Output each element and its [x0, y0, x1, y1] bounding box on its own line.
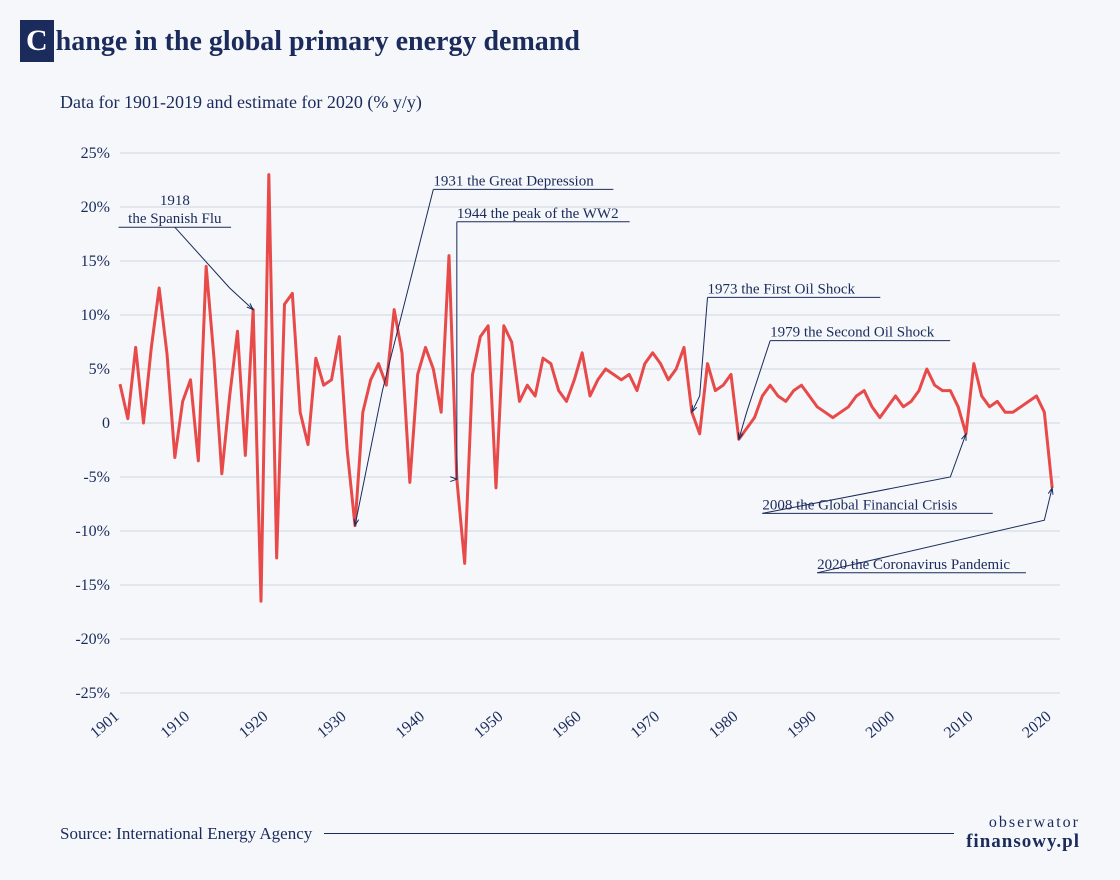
svg-text:-15%: -15% — [75, 577, 110, 594]
svg-text:1973 the First Oil Shock: 1973 the First Oil Shock — [708, 281, 856, 297]
svg-text:1944 the peak of the WW2: 1944 the peak of the WW2 — [457, 206, 619, 222]
title-section: Change in the global primary energy dema… — [20, 20, 1080, 62]
svg-text:the Spanish Flu: the Spanish Flu — [128, 211, 222, 227]
publisher-logo: obserwator finansowy.pl — [966, 815, 1080, 852]
svg-text:2000: 2000 — [863, 708, 898, 742]
svg-text:-5%: -5% — [83, 469, 110, 486]
svg-text:1940: 1940 — [393, 708, 428, 742]
logo-line1: obserwator — [966, 815, 1080, 832]
footer: Source: International Energy Agency obse… — [60, 815, 1080, 852]
svg-text:1920: 1920 — [236, 708, 271, 742]
svg-text:15%: 15% — [81, 253, 110, 270]
svg-text:1918: 1918 — [160, 193, 190, 209]
line-chart: -25% -20% -15% -10% -5% 0 5% 10% 15% 20% 25% 1901 19… — [60, 143, 1080, 763]
subtitle: Data for 1901-2019 and estimate for 2020… — [60, 92, 1080, 113]
svg-text:25%: 25% — [81, 145, 110, 162]
logo-line2: finansowy.pl — [966, 832, 1080, 852]
svg-text:2020: 2020 — [1019, 708, 1054, 742]
svg-text:1930: 1930 — [314, 708, 349, 742]
svg-text:1970: 1970 — [628, 708, 663, 742]
svg-text:-10%: -10% — [75, 523, 110, 540]
svg-text:-20%: -20% — [75, 631, 110, 648]
page-container: Change in the global primary energy dema… — [0, 0, 1120, 880]
svg-text:1990: 1990 — [784, 708, 819, 742]
svg-text:2008 the Global Financial Cris: 2008 the Global Financial Crisis — [762, 497, 957, 513]
svg-text:5%: 5% — [89, 361, 110, 378]
svg-text:1910: 1910 — [158, 708, 193, 742]
chart-area: -25% -20% -15% -10% -5% 0 5% 10% 15% 20% 25% 1901 19… — [60, 143, 1080, 763]
svg-text:10%: 10% — [81, 307, 110, 324]
svg-text:-25%: -25% — [75, 685, 110, 702]
svg-text:1979 the Second Oil Shock: 1979 the Second Oil Shock — [770, 325, 935, 341]
svg-text:1980: 1980 — [706, 708, 741, 742]
source-text: Source: International Energy Agency — [60, 824, 312, 844]
svg-text:1901: 1901 — [87, 708, 122, 742]
footer-divider — [324, 833, 954, 834]
svg-text:1931 the Great Depression: 1931 the Great Depression — [433, 173, 594, 189]
page-title: Change in the global primary energy dema… — [20, 20, 580, 62]
svg-text:1950: 1950 — [471, 708, 506, 742]
svg-text:2020 the Coronavirus Pandemic: 2020 the Coronavirus Pandemic — [817, 557, 1010, 573]
svg-text:20%: 20% — [81, 199, 110, 216]
svg-text:0: 0 — [102, 415, 110, 432]
svg-text:2010: 2010 — [941, 708, 976, 742]
svg-text:1960: 1960 — [549, 708, 584, 742]
